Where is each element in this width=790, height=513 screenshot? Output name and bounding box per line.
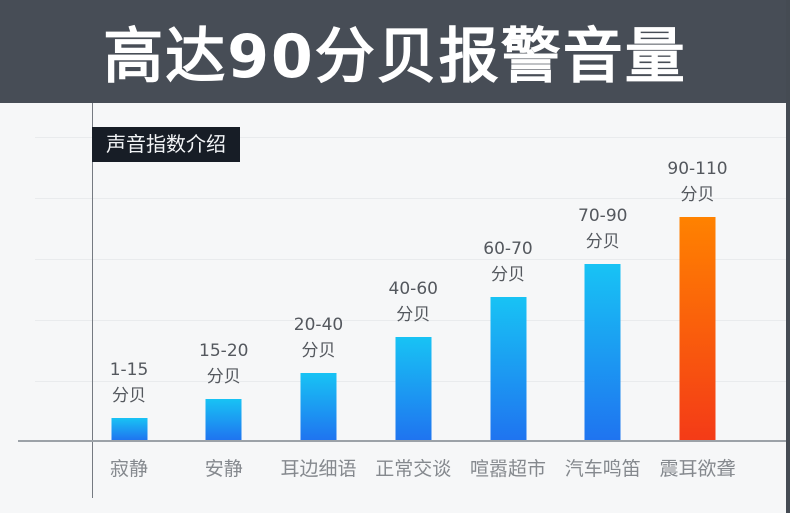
- page-title: 高达90分贝报警音量: [103, 22, 687, 92]
- y-axis-line: [92, 103, 93, 498]
- gridline: [35, 198, 786, 199]
- chart-bar: [395, 337, 432, 440]
- bar-value-label: 70-90 分贝: [578, 203, 627, 255]
- chart-subtitle-tag: 声音指数介绍: [92, 127, 240, 162]
- gridline: [35, 137, 786, 138]
- category-label: 安静: [204, 458, 243, 480]
- header-banner: 高达90分贝报警音量: [0, 0, 790, 103]
- decibel-range-text: 70-90: [578, 206, 628, 226]
- bar-group: 1-15 分贝寂静: [82, 357, 177, 480]
- decibel-range-text: 1-15: [109, 360, 149, 380]
- bar-group: 15-20 分贝安静: [176, 338, 271, 480]
- decibel-range-text: 40-60: [388, 279, 438, 299]
- decibel-range-text: 60-70: [483, 239, 533, 259]
- decibel-unit-text: 分贝: [396, 305, 431, 325]
- bar-value-label: 1-15 分贝: [110, 357, 149, 409]
- category-label: 正常交谈: [375, 458, 452, 480]
- image-right-border: [786, 0, 790, 513]
- bar-group: 60-70 分贝喧嚣超市: [461, 236, 556, 480]
- bar-value-label: 20-40 分贝: [294, 312, 343, 364]
- bar-value-label: 40-60 分贝: [389, 276, 438, 328]
- decibel-unit-text: 分贝: [585, 232, 620, 252]
- category-label: 喧嚣超市: [469, 458, 546, 480]
- decibel-unit-text: 分贝: [301, 341, 336, 361]
- decibel-range-text: 20-40: [293, 315, 344, 335]
- decibel-unit-text: 分贝: [491, 265, 525, 285]
- chart-bar: [490, 297, 526, 440]
- gridline: [35, 320, 786, 321]
- bar-group: 20-40 分贝耳边细语: [271, 312, 366, 480]
- category-label: 耳边细语: [280, 458, 357, 480]
- chart-bar: [679, 217, 716, 440]
- decibel-unit-text: 分贝: [680, 185, 715, 205]
- decibel-range-text: 15-20: [199, 341, 249, 361]
- category-label: 震耳欲聋: [659, 458, 736, 480]
- bar-group: 70-90 分贝汽车鸣笛: [555, 203, 650, 480]
- bar-group: 40-60 分贝正常交谈: [366, 276, 461, 480]
- decibel-range-text: 90-110: [667, 159, 728, 179]
- bar-value-label: 15-20 分贝: [199, 338, 248, 390]
- category-label: 汽车鸣笛: [564, 458, 641, 480]
- bar-value-label: 90-110 分贝: [667, 156, 727, 208]
- bar-group: 90-110 分贝震耳欲聋: [650, 156, 745, 480]
- category-label: 寂静: [109, 458, 148, 480]
- chart-bar: [300, 373, 337, 440]
- decibel-unit-text: 分贝: [112, 386, 146, 406]
- decibel-unit-text: 分贝: [206, 367, 241, 387]
- x-axis-baseline: [18, 440, 786, 442]
- bar-value-label: 60-70 分贝: [483, 236, 532, 288]
- gridline: [35, 259, 786, 260]
- chart-bar: [111, 418, 147, 440]
- chart-bar: [205, 399, 242, 440]
- chart-bar: [584, 264, 621, 440]
